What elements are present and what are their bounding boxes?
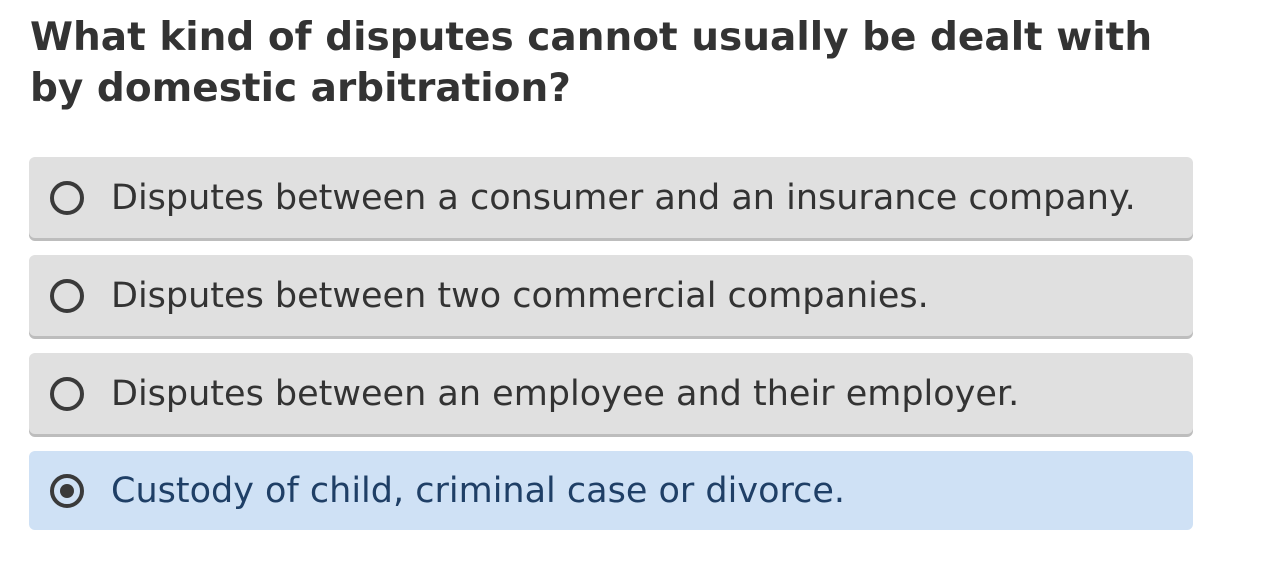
answer-option-label: Disputes between a consumer and an insur…: [111, 177, 1136, 218]
answer-option-label: Custody of child, criminal case or divor…: [111, 470, 846, 511]
radio-dot-icon: [60, 483, 74, 498]
answer-option-2[interactable]: Disputes between two commercial companie…: [29, 255, 1193, 336]
radio-unselected-icon[interactable]: [50, 180, 84, 215]
radio-selected-icon[interactable]: [50, 473, 84, 508]
question-title: What kind of disputes cannot usually be …: [30, 15, 1153, 111]
answer-option-4[interactable]: Custody of child, criminal case or divor…: [29, 451, 1193, 530]
radio-unselected-icon[interactable]: [50, 376, 84, 411]
answer-option-label: Disputes between an employee and their e…: [111, 373, 1020, 414]
radio-unselected-icon[interactable]: [50, 278, 84, 313]
answer-options-list: Disputes between a consumer and an insur…: [29, 157, 1193, 547]
answer-option-1[interactable]: Disputes between a consumer and an insur…: [29, 157, 1193, 238]
answer-option-3[interactable]: Disputes between an employee and their e…: [29, 353, 1193, 434]
answer-option-label: Disputes between two commercial companie…: [111, 275, 929, 316]
